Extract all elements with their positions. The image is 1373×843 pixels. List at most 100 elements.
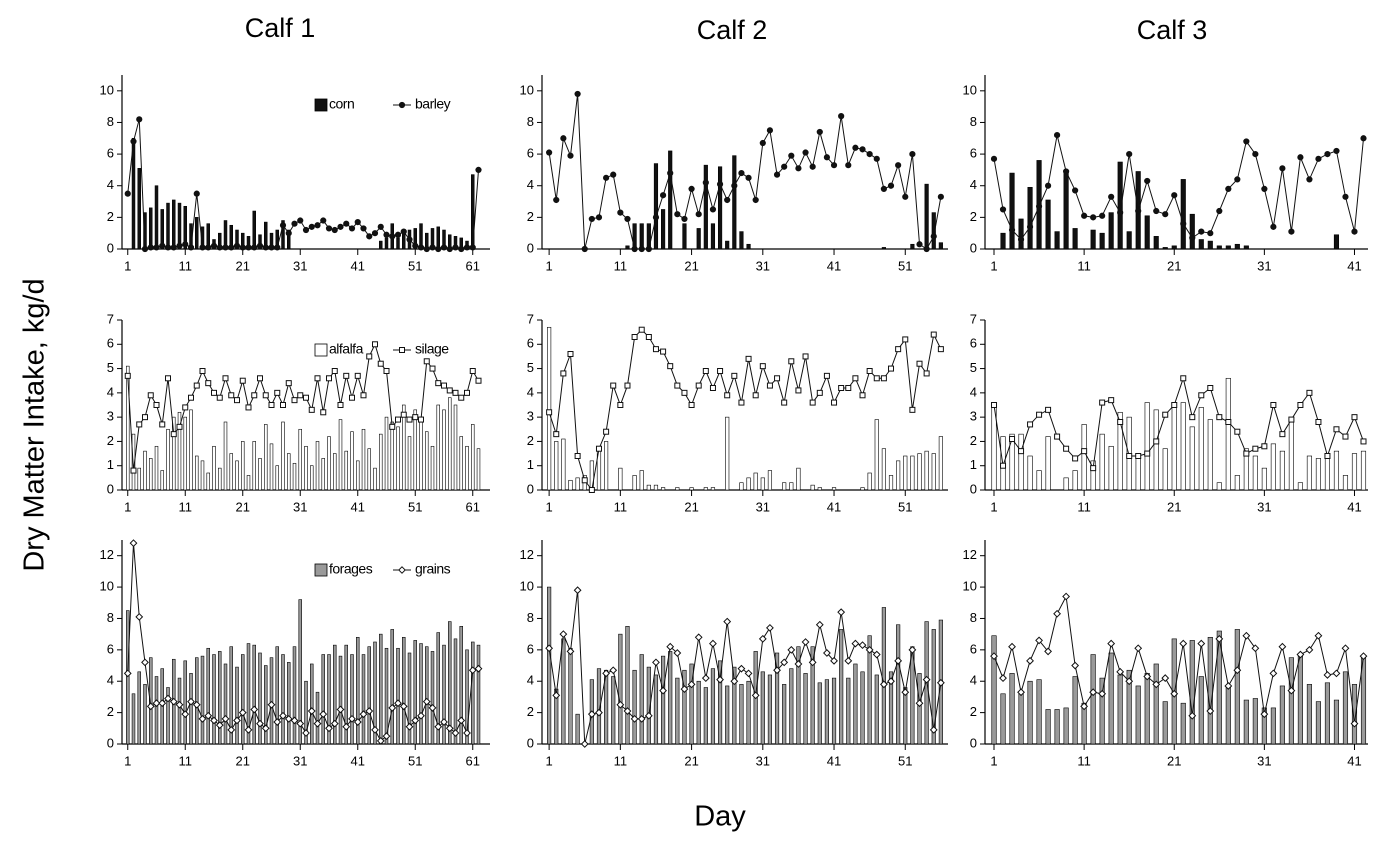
point [880, 375, 887, 382]
x-tick-label: 41 [827, 258, 841, 273]
point [731, 182, 738, 189]
y-tick-label: 10 [520, 82, 534, 97]
bar [554, 688, 559, 745]
bar [258, 234, 262, 250]
bar [661, 209, 666, 250]
bar [853, 663, 858, 745]
bar [292, 646, 297, 745]
point [631, 245, 638, 253]
bar [241, 654, 245, 745]
point [475, 166, 482, 174]
point [464, 389, 470, 396]
bar [860, 487, 865, 491]
point [291, 397, 298, 404]
bar [350, 654, 354, 745]
bar [413, 640, 417, 745]
point [688, 185, 695, 192]
bar [661, 487, 666, 491]
bar [287, 453, 291, 491]
point [737, 664, 746, 673]
bar [1333, 450, 1340, 491]
point [211, 389, 217, 396]
y-tick-label: 2 [527, 209, 534, 224]
y-tick-label: 6 [527, 641, 534, 656]
point [1126, 150, 1133, 158]
point [239, 377, 246, 384]
bar [430, 445, 435, 491]
point [937, 193, 944, 200]
point [1207, 230, 1214, 237]
y-tick-label: 4 [970, 673, 977, 688]
point [545, 644, 554, 653]
point [372, 341, 378, 348]
bar [333, 453, 337, 491]
bar [1099, 677, 1105, 745]
bar [223, 663, 228, 745]
point [452, 389, 459, 396]
bar [739, 482, 744, 491]
point [451, 729, 460, 737]
point [280, 402, 286, 408]
point [766, 382, 773, 389]
point [1081, 212, 1088, 219]
bar [1144, 402, 1150, 491]
point [674, 211, 681, 218]
bar [653, 484, 659, 491]
point [1360, 438, 1367, 445]
bar [803, 673, 808, 745]
x-tick-label: 61 [466, 753, 480, 768]
point [560, 370, 567, 377]
point [838, 385, 845, 391]
point [1045, 406, 1052, 413]
point [164, 244, 172, 251]
bar [1072, 228, 1078, 250]
point [152, 699, 161, 708]
point [1017, 688, 1025, 697]
point [1116, 667, 1125, 676]
point [348, 225, 356, 232]
bar [1054, 231, 1060, 250]
bar [425, 431, 429, 491]
point [199, 244, 206, 251]
point [193, 382, 200, 389]
point [888, 365, 895, 372]
bar [344, 644, 348, 745]
bar [195, 455, 199, 491]
point [245, 404, 252, 411]
point [262, 244, 269, 251]
bar [910, 243, 915, 250]
bar [379, 633, 383, 745]
bar [252, 441, 256, 491]
point [216, 244, 223, 251]
point [1189, 234, 1196, 242]
point [845, 385, 852, 391]
point [320, 217, 327, 224]
x-tick-label: 41 [351, 499, 365, 514]
bar [384, 237, 389, 250]
point [343, 220, 350, 227]
point [1198, 392, 1205, 399]
point [794, 660, 803, 668]
bar [1225, 685, 1231, 745]
point [170, 431, 177, 438]
legend-label: alfalfa [329, 341, 364, 357]
point [251, 244, 258, 251]
point [124, 190, 131, 197]
point [709, 385, 716, 391]
point [1288, 228, 1295, 235]
point [400, 228, 407, 235]
point [1342, 193, 1349, 200]
point [146, 702, 155, 711]
bar [881, 607, 886, 745]
bar [304, 445, 308, 491]
bar [1045, 436, 1051, 491]
point [222, 375, 229, 382]
bar [1216, 630, 1222, 745]
bar [154, 445, 159, 491]
bar [1279, 450, 1285, 491]
point [815, 620, 824, 629]
point [872, 650, 881, 659]
y-tick-label: 4 [970, 177, 977, 192]
y-tick-label: 6 [970, 641, 977, 656]
